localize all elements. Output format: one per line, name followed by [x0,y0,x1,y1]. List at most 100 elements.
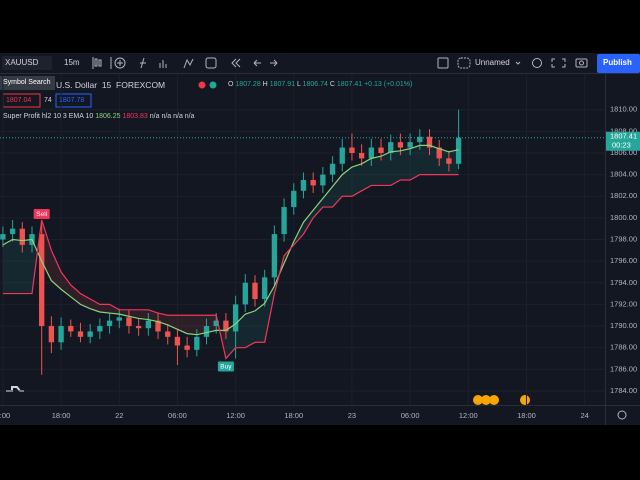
indicator-value: 1803.83 [122,113,148,120]
x-tick-label: 24 [580,411,588,420]
bid[interactable]: 1807.04 [6,97,32,104]
candle-body [368,147,375,159]
y-tick-label: 1784.00 [610,386,637,395]
legend-title: U.S. Dollar 15 FOREXCOM [56,79,165,91]
status-dot [198,81,206,89]
settings-icon[interactable] [617,410,627,420]
x-tick-label: 2:00 [0,411,10,420]
candle-body [310,180,316,186]
candle-body [291,190,297,208]
indicator: Super Profit hl2 10 3 EMA 10 1806.25 180… [3,111,195,123]
ohlc-value: 1807.28 [235,81,261,88]
band-fill [245,310,255,348]
plot: Sell Buy [0,74,605,405]
band-fill [254,303,265,343]
candle-body [339,147,345,164]
candle-body [446,158,452,164]
candle-body [126,317,132,327]
y-tick-label: 1800.00 [610,213,637,222]
candle-body [165,331,171,337]
candle-body [9,228,16,235]
candle-body [300,180,307,191]
signal-box [217,361,234,372]
candle-body [135,326,142,329]
change: +0.13 (+0.01%) [364,81,413,88]
band-fill [361,158,372,191]
symbol-box[interactable] [2,56,52,70]
candle-body [106,320,113,327]
y-tick-label: 1804.00 [610,170,637,179]
candle-body [58,326,64,343]
band-fill [70,284,81,305]
band-fill [12,239,23,294]
candle-body [145,320,152,329]
candle-body [223,320,229,332]
ask[interactable]: 1807.78 [59,97,85,104]
indicator-name: Super Profit hl2 10 3 EMA 10 [3,113,94,120]
candle-body [155,320,161,332]
interval[interactable]: 15m [64,58,80,67]
ohlc-value: 1806.74 [302,81,328,88]
candle-body [203,326,210,337]
y-tick-label: 1786.00 [610,364,637,373]
y-tick-label: 1806.00 [610,148,637,157]
band-fill [177,315,188,334]
event-icons [473,395,530,405]
candle-body [77,331,84,337]
symbol-name: U.S. Dollar [56,80,98,90]
y-tick-label: 1802.00 [610,191,637,200]
candle-body [19,228,25,245]
indicator-value: 1806.25 [95,113,121,120]
signal-box [33,209,50,220]
status-dot [209,81,217,89]
candle-body [262,277,268,299]
signal-label: Sell [36,211,47,218]
band-fill [419,145,430,175]
candle-body [388,142,394,153]
candle-body [281,207,287,235]
band-fill [322,186,333,208]
ohlc-value: 1807.91 [269,81,295,88]
candle-body [39,234,45,327]
spread: 74 [44,97,52,104]
ema-line [2,144,459,336]
price-tag-bg [606,131,640,151]
band-fill [187,315,197,335]
toolbar-bg [0,53,640,73]
x-tick-label: 22 [115,411,123,420]
ohlc-value: 1807.41 [336,81,363,88]
layout-name[interactable]: Unnamed [475,58,510,67]
candle-body [68,326,74,332]
symbol[interactable]: XAUUSD [5,58,39,67]
candle-body [116,317,122,321]
chart-bg [0,74,640,425]
candle-body [455,137,462,164]
candle-body [242,282,248,305]
ohlc-label: H [262,81,268,88]
candle-body [358,152,365,159]
band-fill [2,239,13,294]
y-tick-label: 1794.00 [610,278,637,287]
candle-body [349,147,355,153]
x-tick-label: 18:00 [284,411,303,420]
band-fill [90,298,100,312]
candle-body [417,136,423,143]
candle-body [174,336,181,346]
candle-body [397,142,404,148]
candle-body [426,136,433,148]
candle-body [252,282,258,299]
band-fill [313,198,323,218]
y-tick-label: 1808.00 [610,126,637,135]
ask-box[interactable] [55,93,92,108]
ohlc-label: O [228,81,234,88]
publish-button[interactable] [597,54,640,73]
band-fill [109,304,120,315]
publish-label[interactable]: Publish [603,58,632,67]
band-fill [99,304,110,314]
x-tick-label: 23 [348,411,356,420]
x-tick-label: 12:00 [459,411,478,420]
candle-body [48,326,55,343]
band-fill [381,151,391,186]
x-tick-label: 12:00 [226,411,245,420]
candle-body [271,234,278,278]
